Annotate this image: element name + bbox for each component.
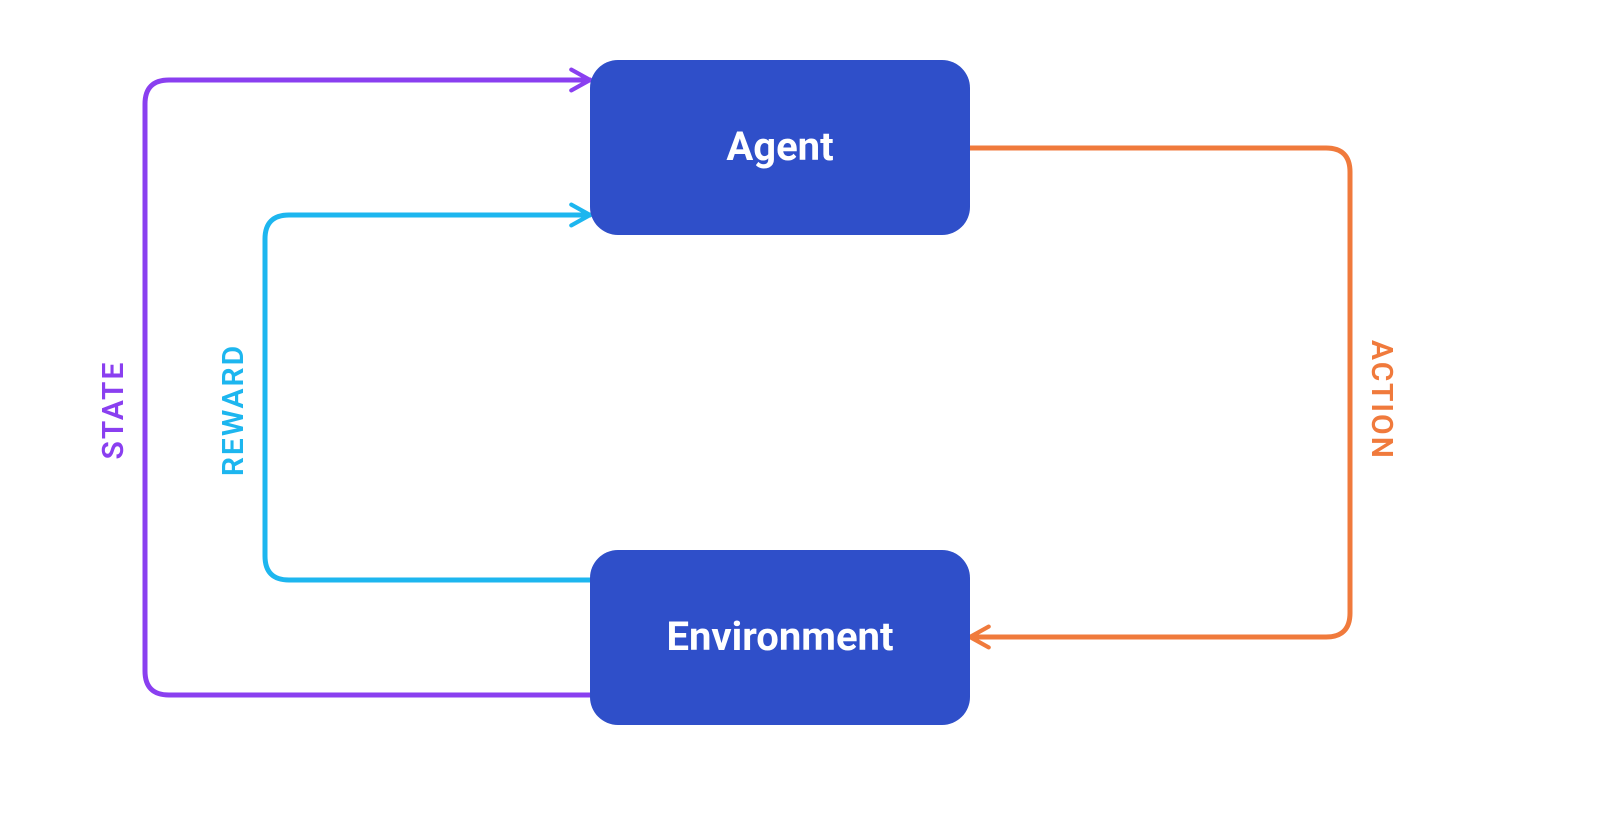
edge-state — [145, 80, 590, 695]
edge-action-label: ACTION — [1364, 340, 1399, 460]
edge-state-label: STATE — [96, 361, 131, 460]
edge-reward-label: REWARD — [216, 344, 251, 476]
edge-reward — [265, 215, 590, 580]
node-agent-label: Agent — [726, 123, 833, 170]
edge-action — [970, 148, 1350, 637]
rl-loop-diagram: ACTION REWARD STATE Agent Environment — [0, 0, 1601, 835]
node-environment-label: Environment — [666, 613, 893, 660]
